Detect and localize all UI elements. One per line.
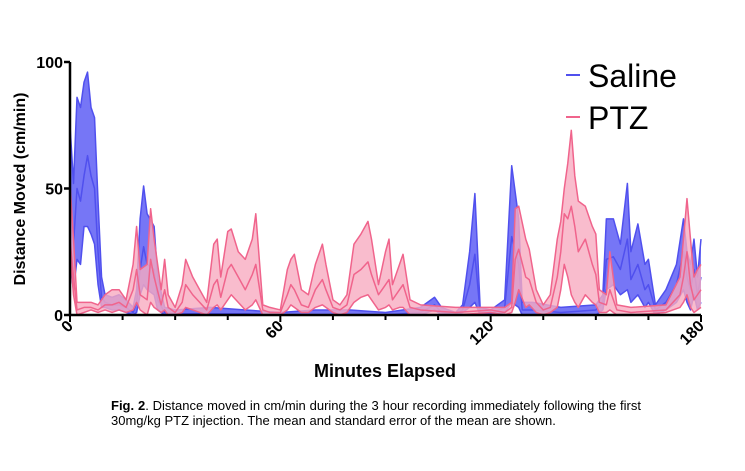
x-tick-label: 60 — [263, 318, 288, 343]
series-ptz — [69, 129, 702, 316]
legend-label-saline: Saline — [588, 58, 677, 94]
saline-sem-band — [70, 72, 701, 316]
y-tick-label: 0 — [54, 308, 63, 325]
legend-label-ptz: PTZ — [588, 100, 648, 136]
x-tick-label: 0 — [59, 318, 77, 336]
caption-label: Fig. 2 — [111, 398, 146, 413]
x-tick-label: 120 — [467, 318, 498, 349]
legend: Saline PTZ — [566, 58, 677, 136]
ptz-upper-sem-line — [69, 129, 702, 311]
ptz-mean-line — [69, 205, 702, 314]
y-tick-label: 100 — [36, 55, 63, 72]
x-axis-label: Minutes Elapsed — [314, 361, 456, 381]
y-axis-label: Distance Moved (cm/min) — [12, 93, 29, 286]
y-tick-label: 50 — [45, 182, 63, 199]
figure-caption: Fig. 2. Distance moved in cm/min during … — [111, 398, 641, 428]
ptz-lower-sem-line — [69, 251, 702, 316]
x-tick-label: 180 — [677, 318, 708, 349]
caption-text: . Distance moved in cm/min during the 3 … — [111, 398, 641, 428]
